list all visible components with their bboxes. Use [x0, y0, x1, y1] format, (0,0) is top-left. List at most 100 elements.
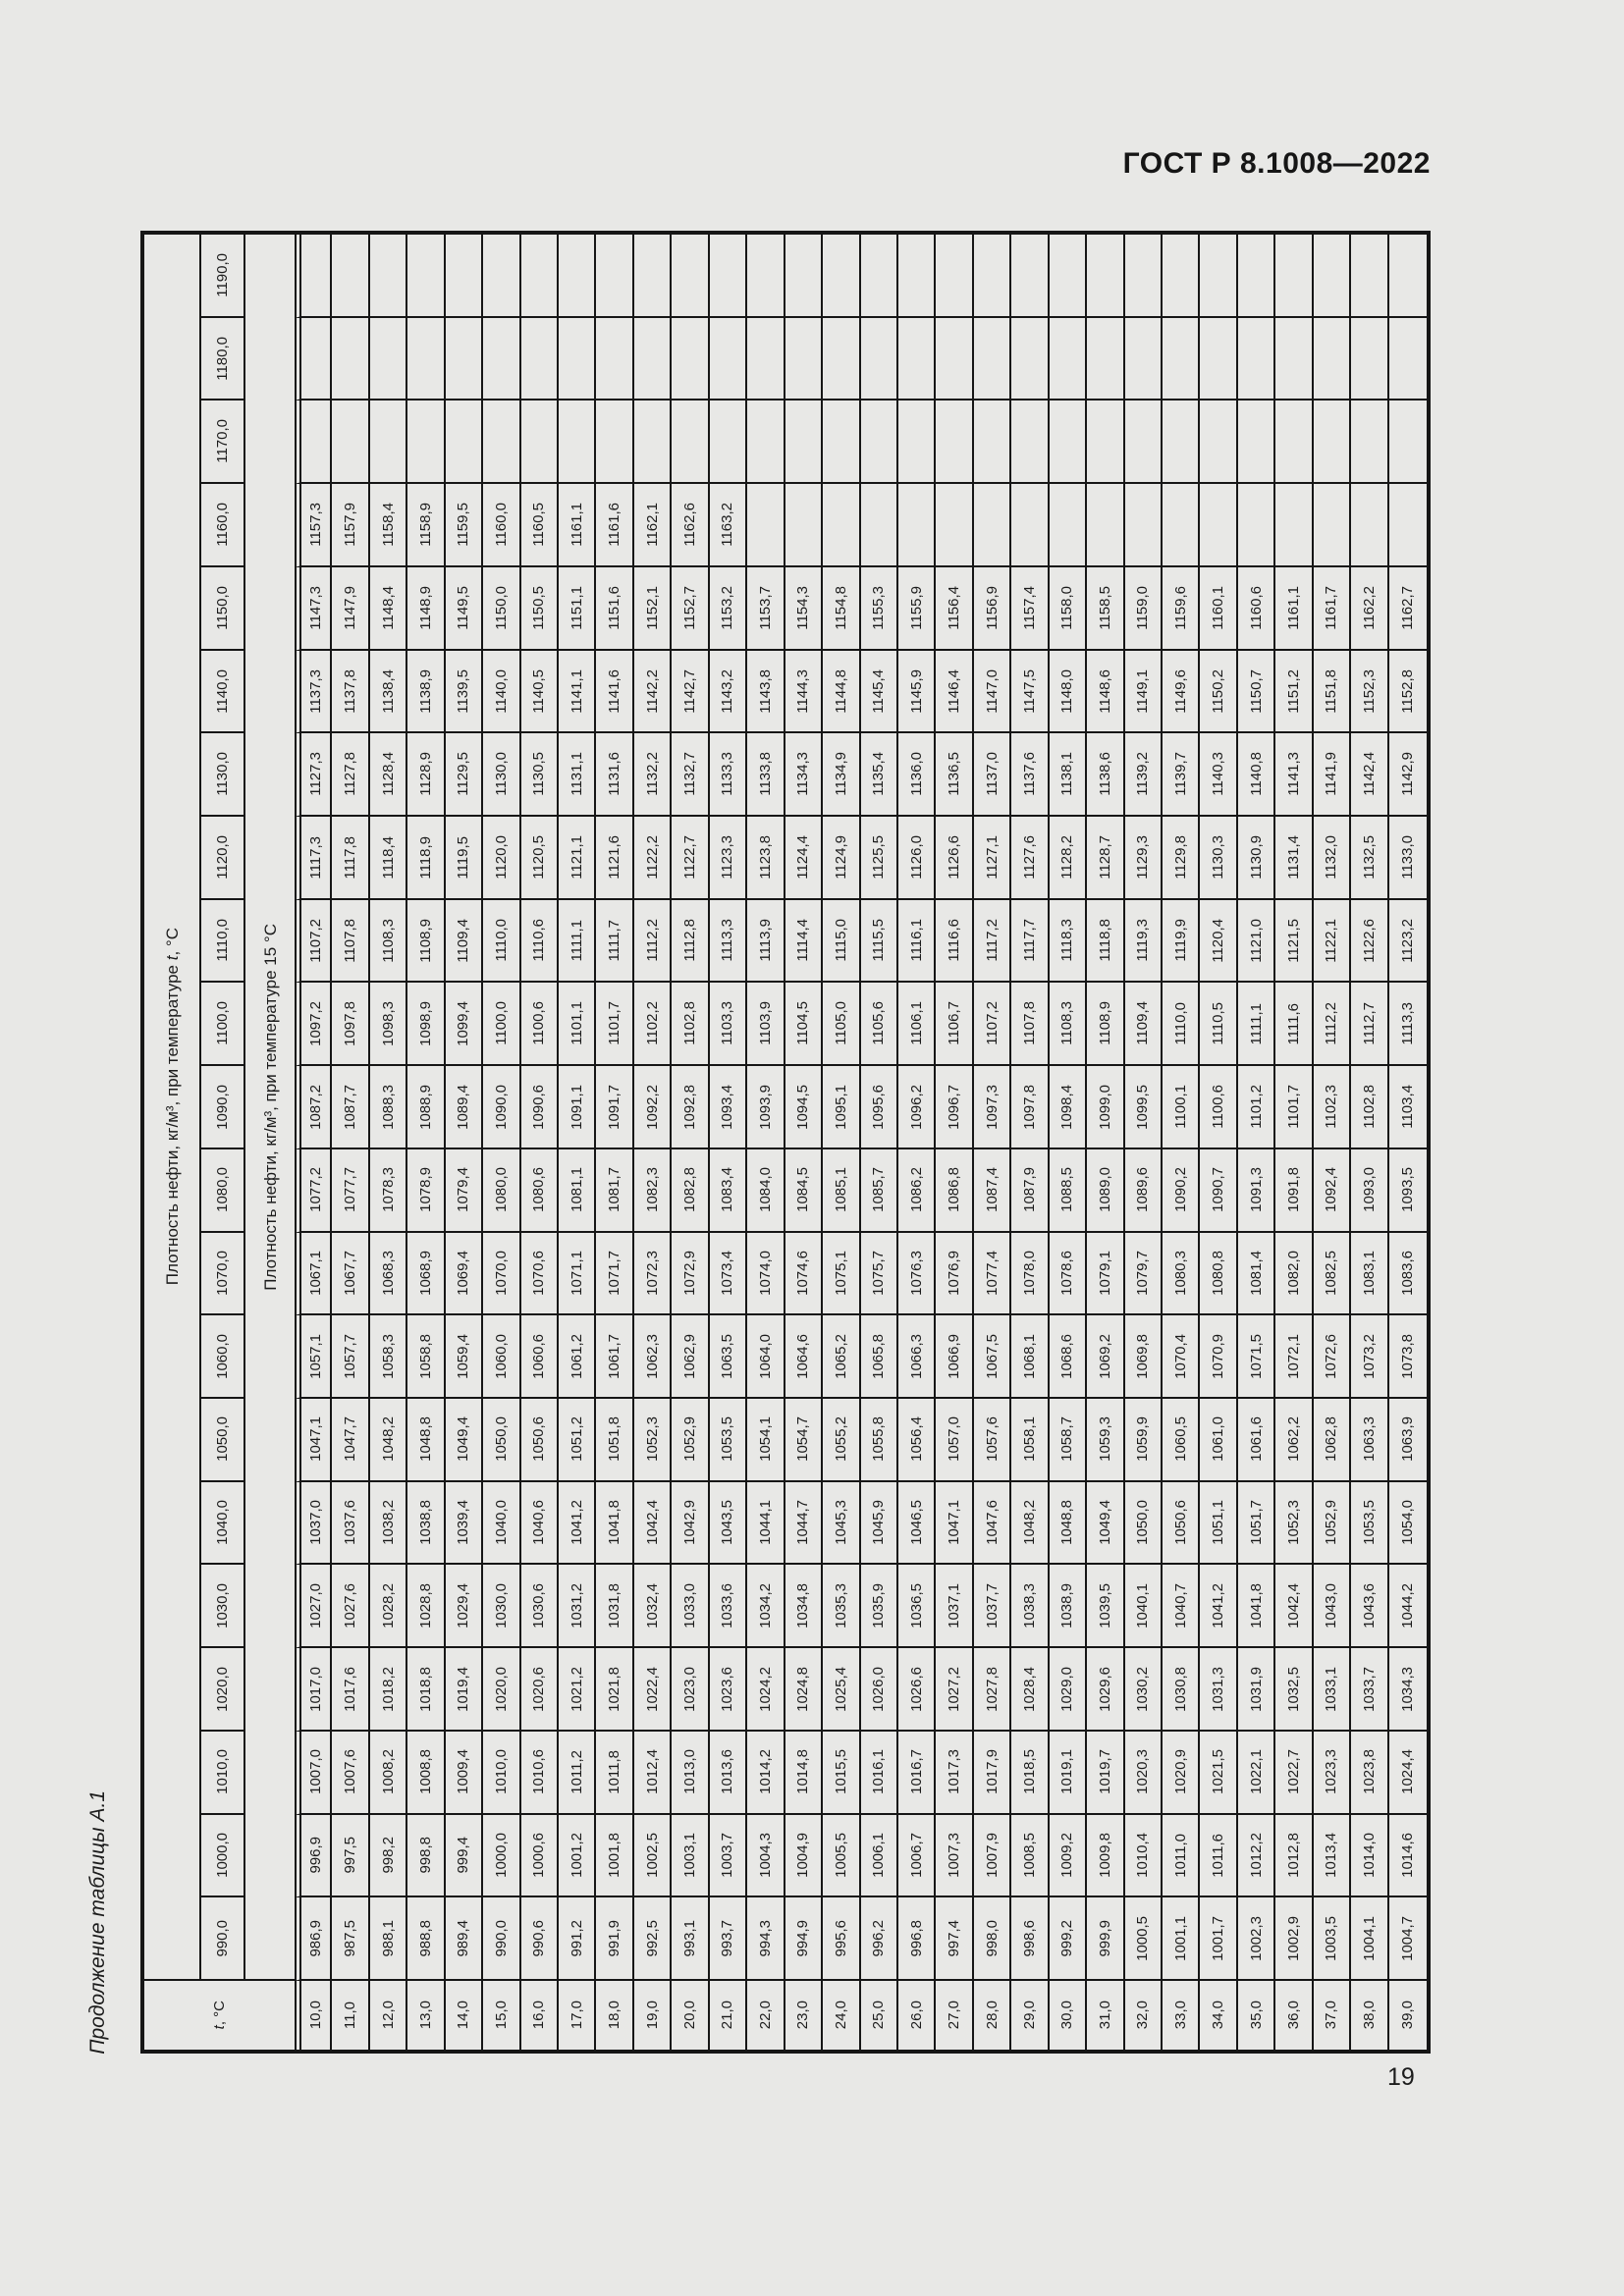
data-cell: 1091,7: [596, 1066, 634, 1149]
data-cell: 993,7: [709, 1897, 748, 1981]
data-cell: 1003,7: [709, 1814, 748, 1898]
data-cell: [1124, 484, 1163, 567]
data-cell: 1057,1: [295, 1315, 333, 1399]
data-cell: 1043,5: [709, 1481, 748, 1566]
data-cell: [1011, 400, 1050, 485]
data-cell: [973, 317, 1012, 401]
data-cell: 1136,0: [897, 733, 937, 817]
data-cell: 1068,9: [407, 1232, 446, 1316]
data-cell: 1057,7: [332, 1315, 370, 1399]
data-cell: 1039,4: [445, 1481, 484, 1566]
data-cell: 1048,8: [1049, 1481, 1088, 1566]
data-cell: 1098,9: [407, 983, 446, 1067]
data-cell: 1052,3: [1275, 1481, 1314, 1566]
data-cell: [1162, 317, 1201, 401]
data-cell: [520, 400, 560, 485]
data-cell: 1050,0: [1124, 1481, 1163, 1566]
data-cell: [897, 235, 937, 318]
data-cell: 1162,7: [1388, 567, 1427, 651]
data-cell: 1041,8: [1237, 1565, 1276, 1649]
data-cell: [823, 317, 861, 401]
data-cell: 1117,2: [973, 899, 1012, 984]
data-cell: 1141,9: [1313, 733, 1352, 817]
data-cell: 1094,5: [785, 1066, 824, 1149]
data-cell: 1077,2: [295, 1148, 333, 1233]
density-label-cell: 1190,0: [201, 235, 245, 318]
density-label-cell: 1180,0: [201, 317, 245, 401]
data-cell: 1013,6: [709, 1731, 748, 1815]
data-cell: 1121,5: [1275, 899, 1314, 984]
data-cell: 1097,2: [295, 983, 333, 1067]
data-cell: 1110,6: [520, 899, 560, 984]
data-cell: [860, 484, 898, 567]
data-cell: 1078,0: [1011, 1232, 1050, 1316]
data-cell: 1073,8: [1388, 1315, 1427, 1399]
data-cell: 1150,7: [1237, 650, 1276, 734]
data-cell: 1149,1: [1124, 650, 1163, 734]
density-label-cell: 1040,0: [201, 1481, 245, 1566]
data-cell: 1083,1: [1351, 1232, 1389, 1316]
data-cell: [936, 235, 974, 318]
data-cell: 1134,3: [785, 733, 824, 817]
data-cell: [1351, 317, 1389, 401]
data-cell: 1111,6: [1275, 983, 1314, 1067]
data-cell: [633, 400, 673, 485]
data-cell: 1130,5: [520, 733, 560, 817]
data-cell: 1093,5: [1388, 1149, 1427, 1233]
data-cell: 1120,5: [520, 817, 560, 900]
data-cell: 1161,7: [1313, 566, 1352, 651]
density-label-cell: 1000,0: [201, 1814, 245, 1898]
data-cell: 1089,4: [445, 1066, 484, 1149]
data-cell: 1049,4: [445, 1399, 484, 1482]
data-cell: [1313, 235, 1352, 318]
density-label-cell: 1050,0: [201, 1399, 245, 1482]
data-cell: 1069,8: [1124, 1315, 1163, 1399]
data-cell: [747, 235, 785, 318]
data-cell: 1061,7: [596, 1315, 634, 1399]
data-cell: 1009,4: [445, 1731, 484, 1815]
data-cell: 1042,9: [672, 1481, 710, 1566]
data-cell: 1055,8: [860, 1399, 898, 1482]
data-cell: 1152,1: [633, 566, 673, 651]
temperature-label-cell: 18,0: [596, 1981, 634, 2050]
data-cell: [332, 400, 370, 485]
temperature-label-cell: 12,0: [370, 1981, 408, 2050]
data-cell: 1037,0: [295, 1481, 333, 1566]
data-cell: [1087, 317, 1125, 401]
data-cell: 1057,0: [936, 1399, 974, 1482]
data-cell: [596, 317, 634, 401]
temperature-label-cell: 32,0: [1125, 1981, 1163, 2050]
data-cell: 1098,3: [369, 983, 408, 1067]
data-cell: 1108,9: [407, 899, 446, 984]
data-cell: [1237, 317, 1276, 401]
data-cell: 1010,4: [1124, 1814, 1163, 1898]
data-cell: [936, 400, 974, 485]
data-cell: 1139,2: [1124, 733, 1163, 817]
density-label-cell: 1110,0: [201, 899, 245, 984]
data-cell: 1112,7: [1351, 983, 1389, 1067]
data-cell: 999,2: [1049, 1897, 1088, 1981]
data-cell: 1130,9: [1237, 817, 1276, 900]
data-cell: 990,0: [483, 1897, 521, 1981]
data-cell: 999,4: [445, 1814, 484, 1898]
data-cell: 1071,7: [596, 1232, 634, 1316]
data-cell: [823, 235, 861, 318]
data-cell: 1032,5: [1275, 1648, 1314, 1732]
data-cell: [633, 317, 673, 401]
data-cell: 1150,5: [520, 566, 560, 651]
data-cell: 1092,8: [672, 1066, 710, 1149]
data-cell: 1142,7: [672, 650, 710, 734]
temperature-label-cell: 25,0: [861, 1981, 898, 2050]
temperature-label-cell: 31,0: [1087, 1981, 1125, 2050]
data-cell: 1109,4: [445, 899, 484, 984]
data-cell: 1080,8: [1200, 1232, 1238, 1316]
data-cell: 1158,0: [1049, 566, 1088, 651]
data-cell: 1020,0: [483, 1648, 521, 1732]
data-cell: [1200, 484, 1238, 567]
data-cell: 1037,6: [332, 1481, 370, 1566]
data-cell: 1163,2: [709, 484, 748, 567]
data-cell: [369, 317, 408, 401]
data-cell: 1117,8: [332, 817, 370, 900]
data-cell: 1004,3: [747, 1814, 785, 1898]
data-cell: 1100,1: [1162, 1066, 1201, 1149]
